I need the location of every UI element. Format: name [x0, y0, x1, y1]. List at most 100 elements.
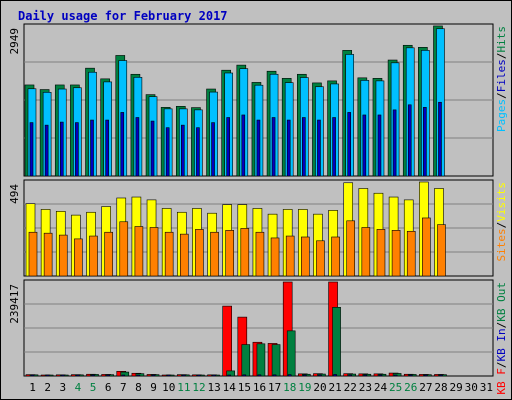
label-separator: /: [495, 362, 508, 369]
bar-kb-in: [121, 374, 126, 377]
bar-pages: [241, 114, 246, 177]
x-tick-label: 18: [283, 381, 296, 394]
label-separator: /: [495, 222, 508, 229]
x-tick-label: 5: [90, 381, 97, 394]
bar-pages: [180, 124, 185, 177]
bar-pages: [347, 112, 352, 177]
bar-sites: [437, 224, 446, 277]
bar-pages: [150, 120, 155, 177]
label-separator: /: [495, 322, 508, 329]
bar-pages: [44, 124, 49, 177]
label-separator: /: [495, 92, 508, 99]
bar-kb-in: [166, 374, 171, 377]
bar-kb-in: [424, 374, 428, 377]
bar-pages: [226, 117, 230, 177]
x-tick-label: 17: [268, 381, 281, 394]
bar-pages: [120, 112, 125, 177]
x-tick-label: 27: [419, 381, 432, 394]
bar-sites: [74, 238, 83, 277]
bar-pages: [332, 117, 336, 177]
bar-kb-in: [408, 374, 413, 377]
bar-kb-in: [106, 374, 110, 377]
bar-pages: [75, 122, 79, 177]
bar-kb-in: [76, 374, 80, 377]
bar-sites: [301, 236, 310, 277]
x-tick-label: 12: [192, 381, 205, 394]
bar-kb-in: [348, 374, 353, 377]
bar-sites: [195, 229, 204, 277]
x-tick-label: 13: [207, 381, 220, 394]
x-axis-labels: 1 2 3 4 5 6 7 8 9 10 11 12 13 14 15 16 17 18 19 20 21 22 23 24 2…: [29, 381, 493, 394]
legend-label-visits: Visits: [495, 182, 508, 222]
bar-sites: [391, 230, 401, 277]
bar-kb-in: [393, 374, 398, 377]
bar-kb-out: [332, 306, 341, 377]
bar-sites: [119, 221, 129, 277]
x-tick-label: 10: [162, 381, 175, 394]
chart-panels: 2949Pages/Files/Hits494Sites/Visits23941…: [8, 23, 508, 395]
bar-pages: [211, 122, 215, 177]
bar-kb-in: [378, 374, 383, 377]
y-max-label: 2949: [8, 28, 21, 55]
right-axis-label: KB F/KB In/KB Out: [495, 282, 508, 395]
bar-kb-out: [256, 343, 266, 377]
bar-pages: [90, 119, 94, 177]
right-axis-label: Sites/Visits: [495, 182, 508, 262]
chart-title: Daily usage for February 2017: [18, 9, 228, 23]
bar-pages: [135, 117, 140, 177]
x-tick-label: 19: [298, 381, 311, 394]
bar-kb-in: [91, 374, 95, 377]
bar-pages: [317, 119, 321, 177]
bar-kb-out: [271, 344, 281, 377]
bar-sites: [285, 235, 295, 277]
bar-kb-in: [151, 374, 156, 377]
bar-pages: [377, 114, 382, 177]
x-tick-label: 30: [465, 381, 478, 394]
bar-kb-in: [287, 374, 292, 377]
bar-kb-in: [363, 374, 368, 377]
bar-pages: [407, 104, 412, 177]
bar-kb-in: [272, 374, 277, 377]
bar-sites: [179, 233, 189, 277]
y-max-label: 494: [8, 184, 21, 204]
bar-sites: [225, 230, 234, 277]
bar-kb-out: [286, 330, 296, 377]
bar-sites: [43, 232, 53, 277]
bar-pages: [286, 119, 291, 177]
bar-pages: [165, 127, 170, 177]
bar-kb-in: [30, 374, 35, 377]
bar-sites: [270, 237, 280, 277]
bar-sites: [89, 235, 98, 277]
x-tick-label: 2: [44, 381, 51, 394]
bar-pages: [362, 114, 367, 177]
x-tick-label: 23: [359, 381, 372, 394]
bar-sites: [331, 236, 340, 277]
x-tick-label: 26: [404, 381, 417, 394]
x-tick-label: 31: [480, 381, 493, 394]
bar-kb-in: [318, 374, 322, 377]
x-tick-label: 15: [238, 381, 251, 394]
x-tick-label: 9: [150, 381, 157, 394]
label-separator: /: [495, 53, 508, 60]
bar-sites: [149, 227, 159, 277]
bar-pages: [29, 122, 34, 177]
x-tick-label: 25: [389, 381, 402, 394]
bar-kb-out: [241, 344, 251, 377]
bar-sites: [361, 227, 371, 277]
bar-pages: [196, 127, 200, 177]
bar-sites: [346, 220, 356, 277]
x-tick-label: 11: [177, 381, 190, 394]
bar-pages: [105, 119, 109, 177]
x-tick-label: 28: [434, 381, 447, 394]
bar-kb-in: [242, 374, 247, 377]
bar-sites: [28, 231, 38, 277]
bar-kb-in: [197, 374, 201, 377]
bar-sites: [316, 240, 325, 277]
bar-sites: [255, 231, 265, 277]
bar-pages: [423, 107, 427, 177]
bar-sites: [104, 231, 113, 277]
